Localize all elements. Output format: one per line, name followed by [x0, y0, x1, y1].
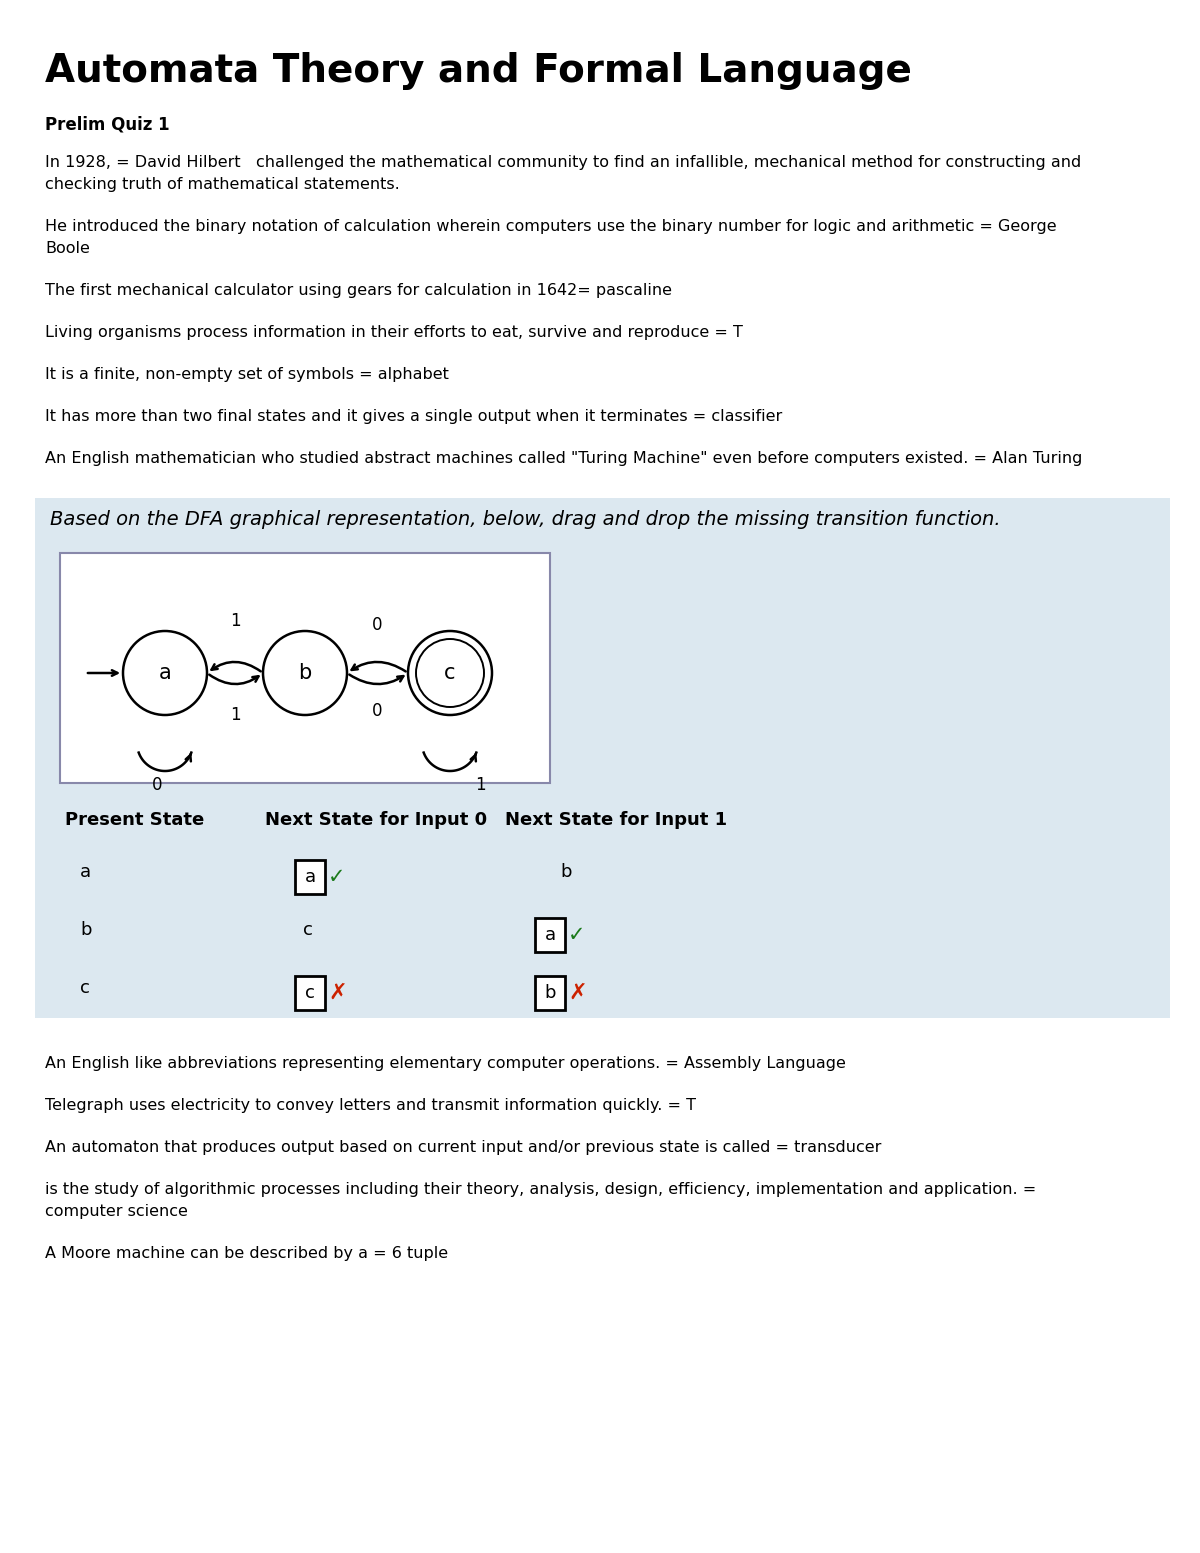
Text: Telegraph uses electricity to convey letters and transmit information quickly. =: Telegraph uses electricity to convey let… [46, 1098, 696, 1114]
Text: ✓: ✓ [328, 867, 346, 887]
FancyBboxPatch shape [295, 860, 325, 895]
Text: It is a finite, non-empty set of symbols = alphabet: It is a finite, non-empty set of symbols… [46, 367, 449, 382]
Text: a: a [545, 926, 556, 944]
Text: ✗: ✗ [328, 983, 347, 1003]
Text: 0: 0 [372, 702, 383, 721]
Text: An English like abbreviations representing elementary computer operations. = Ass: An English like abbreviations representi… [46, 1056, 846, 1072]
FancyBboxPatch shape [60, 553, 550, 783]
Text: Present State: Present State [65, 811, 204, 829]
Text: b: b [80, 921, 91, 940]
Text: An automaton that produces output based on current input and/or previous state i: An automaton that produces output based … [46, 1140, 881, 1155]
Text: Prelim Quiz 1: Prelim Quiz 1 [46, 115, 169, 134]
Text: is the study of algorithmic processes including their theory, analysis, design, : is the study of algorithmic processes in… [46, 1182, 1037, 1197]
FancyBboxPatch shape [35, 499, 1170, 1019]
Text: 1: 1 [229, 707, 240, 724]
Text: 0: 0 [151, 776, 162, 794]
Circle shape [263, 631, 347, 714]
Text: computer science: computer science [46, 1204, 188, 1219]
Text: A Moore machine can be described by a = 6 tuple: A Moore machine can be described by a = … [46, 1246, 448, 1261]
Text: a: a [305, 868, 316, 887]
Text: 1: 1 [475, 776, 485, 794]
Text: Automata Theory and Formal Language: Automata Theory and Formal Language [46, 51, 912, 90]
Text: He introduced the binary notation of calculation wherein computers use the binar: He introduced the binary notation of cal… [46, 219, 1057, 235]
Text: c: c [302, 921, 313, 940]
Text: b: b [545, 985, 556, 1002]
Text: b: b [560, 863, 571, 881]
Circle shape [408, 631, 492, 714]
Text: ✗: ✗ [568, 983, 587, 1003]
Text: Next State for Input 1: Next State for Input 1 [505, 811, 727, 829]
Text: ✓: ✓ [568, 926, 586, 944]
Text: Based on the DFA graphical representation, below, drag and drop the missing tran: Based on the DFA graphical representatio… [50, 509, 1001, 530]
Text: c: c [305, 985, 314, 1002]
Text: Boole: Boole [46, 241, 90, 256]
Text: Next State for Input 0: Next State for Input 0 [265, 811, 487, 829]
FancyBboxPatch shape [535, 918, 565, 952]
Text: An English mathematician who studied abstract machines called "Turing Machine" e: An English mathematician who studied abs… [46, 450, 1082, 466]
Text: The first mechanical calculator using gears for calculation in 1642= pascaline: The first mechanical calculator using ge… [46, 283, 672, 298]
Text: a: a [158, 663, 172, 683]
Text: b: b [299, 663, 312, 683]
Text: In 1928, = David Hilbert   challenged the mathematical community to find an infa: In 1928, = David Hilbert challenged the … [46, 155, 1081, 169]
Text: checking truth of mathematical statements.: checking truth of mathematical statement… [46, 177, 400, 193]
Text: 0: 0 [372, 617, 383, 634]
Text: Living organisms process information in their efforts to eat, survive and reprod: Living organisms process information in … [46, 325, 743, 340]
Text: c: c [444, 663, 456, 683]
Text: It has more than two final states and it gives a single output when it terminate: It has more than two final states and it… [46, 408, 782, 424]
FancyBboxPatch shape [535, 975, 565, 1009]
Text: 1: 1 [229, 612, 240, 631]
Text: a: a [80, 863, 91, 881]
FancyBboxPatch shape [295, 975, 325, 1009]
Text: c: c [80, 978, 90, 997]
Circle shape [124, 631, 208, 714]
